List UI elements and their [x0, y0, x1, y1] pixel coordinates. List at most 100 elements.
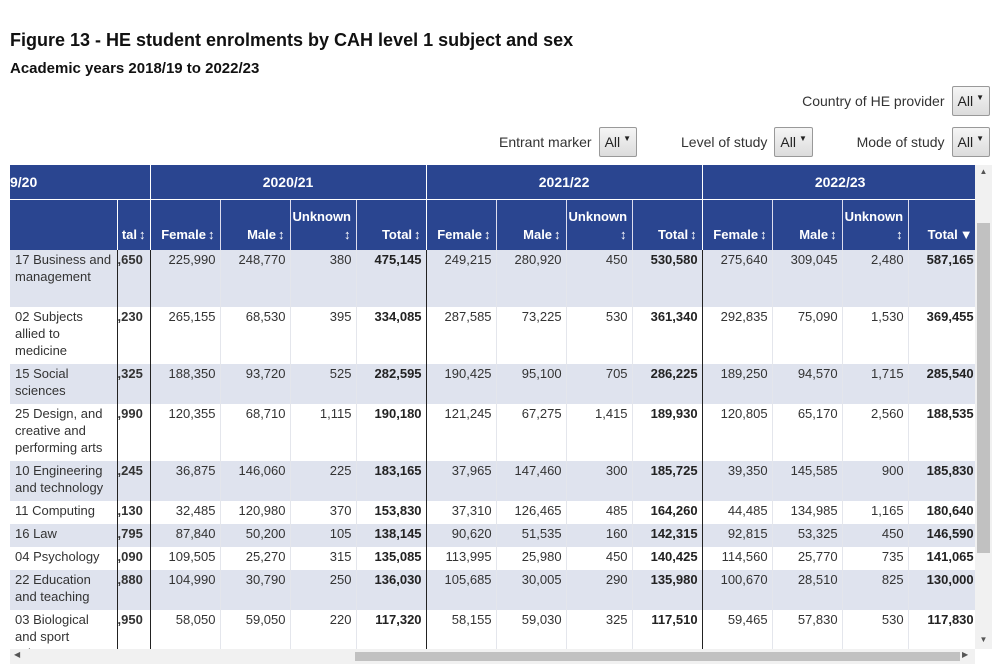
total-cell: 117,510	[632, 609, 703, 649]
sort-icon: ↕	[344, 226, 351, 242]
prev-total-cell: ,245	[117, 460, 151, 501]
unknown-cell: 300	[566, 460, 633, 501]
unknown-cell: 1,115	[290, 403, 357, 461]
subject-cell: 11 Computing	[10, 500, 118, 524]
male-cell: 134,985	[772, 500, 843, 524]
chevron-down-icon: ▼	[976, 92, 984, 102]
male-cell: 309,045	[772, 249, 843, 307]
male-cell: 25,270	[220, 546, 291, 570]
unknown-cell: 315	[290, 546, 357, 570]
unknown-cell: 1,530	[842, 306, 909, 364]
subject-column-header	[10, 199, 118, 250]
horizontal-scrollbar[interactable]: ◀ ▶	[10, 649, 975, 664]
female-cell: 120,355	[150, 403, 221, 461]
vertical-scroll-thumb[interactable]	[977, 223, 990, 553]
male-column-header[interactable]: Male ↕	[496, 199, 567, 250]
vertical-scrollbar[interactable]: ▲ ▼	[975, 165, 992, 649]
female-cell: 265,155	[150, 306, 221, 364]
female-column-header[interactable]: Female ↕	[150, 199, 221, 250]
table-row: 02 Subjects allied to medicine ,230 265,15…	[10, 306, 975, 364]
level-filter-label: Level of study	[681, 134, 768, 150]
entrant-select-value: All	[604, 134, 621, 150]
unknown-column-label: Unknown	[292, 208, 352, 224]
entrant-select[interactable]: All ▼	[598, 127, 638, 157]
female-cell: 249,215	[426, 249, 497, 307]
mode-select[interactable]: All ▼	[951, 127, 990, 157]
female-cell: 114,560	[702, 546, 773, 570]
female-cell: 87,840	[150, 523, 221, 547]
male-cell: 94,570	[772, 363, 843, 404]
table-row: 11 Computing ,130 32,485 120,980 370 153,830 3…	[10, 500, 975, 524]
female-column-header[interactable]: Female ↕	[426, 199, 497, 250]
prev-total-cell: ,090	[117, 546, 151, 570]
male-cell: 73,225	[496, 306, 567, 364]
total-cell: 185,725	[632, 460, 703, 501]
scroll-down-icon[interactable]: ▼	[979, 635, 988, 644]
subject-cell: 25 Design, and creative and performing a…	[10, 403, 118, 461]
total-cell: 142,315	[632, 523, 703, 547]
male-cell: 59,050	[220, 609, 291, 649]
male-cell: 68,710	[220, 403, 291, 461]
total-cell: 282,595	[356, 363, 427, 404]
female-cell: 58,050	[150, 609, 221, 649]
female-column-label: Female	[437, 226, 483, 242]
unknown-cell: 2,480	[842, 249, 909, 307]
sort-icon: ↕	[620, 226, 627, 242]
unknown-cell: 1,415	[566, 403, 633, 461]
country-filter-label: Country of HE provider	[802, 93, 945, 109]
column-header-row: tal ↕ Female ↕ Male ↕ Unknown ↕ Total ↕ Female ↕ Mal…	[10, 199, 975, 250]
enrolments-table: 9/20 2020/21 2021/22 2022/23 tal ↕ Female ↕…	[10, 165, 975, 649]
unknown-cell: 105	[290, 523, 357, 547]
female-column-header[interactable]: Female ↕	[702, 199, 773, 250]
total-cell: 146,590	[908, 523, 975, 547]
unknown-column-header[interactable]: Unknown ↕	[842, 199, 909, 250]
country-select-value: All	[957, 93, 974, 109]
total-column-label: Total	[927, 226, 958, 242]
table-row: 22 Education and teaching ,880 104,990 30,7…	[10, 569, 975, 610]
total-cell: 138,145	[356, 523, 427, 547]
total-cell: 475,145	[356, 249, 427, 307]
female-cell: 287,585	[426, 306, 497, 364]
male-column-header[interactable]: Male ↕	[772, 199, 843, 250]
scroll-left-icon[interactable]: ◀	[14, 650, 21, 659]
sort-icon: ↕	[139, 226, 146, 242]
female-cell: 120,805	[702, 403, 773, 461]
unknown-column-header[interactable]: Unknown ↕	[566, 199, 633, 250]
total-column-header[interactable]: Total ↕	[632, 199, 703, 250]
male-cell: 30,005	[496, 569, 567, 610]
male-cell: 50,200	[220, 523, 291, 547]
male-cell: 95,100	[496, 363, 567, 404]
scroll-up-icon[interactable]: ▲	[979, 167, 988, 176]
female-column-label: Female	[161, 226, 206, 242]
unknown-cell: 450	[842, 523, 909, 547]
table-row: 16 Law ,795 87,840 50,200 105 138,145 90,620 51…	[10, 523, 975, 547]
unknown-cell: 900	[842, 460, 909, 501]
unknown-column-header[interactable]: Unknown ↕	[290, 199, 357, 250]
total-column-header[interactable]: Total ▼	[908, 199, 975, 250]
scroll-right-icon[interactable]: ▶	[962, 650, 969, 659]
level-select[interactable]: All ▼	[774, 127, 813, 157]
male-column-header[interactable]: Male ↕	[220, 199, 291, 250]
female-cell: 292,835	[702, 306, 773, 364]
unknown-cell: 1,715	[842, 363, 909, 404]
male-cell: 30,790	[220, 569, 291, 610]
table-body: 17 Business and management ,650 225,990 248…	[10, 249, 975, 649]
male-column-label: Male	[799, 226, 829, 242]
horizontal-scroll-thumb[interactable]	[355, 652, 960, 661]
male-cell: 145,585	[772, 460, 843, 501]
country-select[interactable]: All ▼	[951, 86, 990, 116]
level-filter: Level of study All ▼	[681, 127, 813, 157]
prev-total-column-header[interactable]: tal ↕	[117, 199, 151, 250]
chevron-down-icon: ▼	[976, 133, 984, 143]
total-cell: 285,540	[908, 363, 975, 404]
male-cell: 25,770	[772, 546, 843, 570]
table-row: 17 Business and management ,650 225,990 248…	[10, 249, 975, 307]
sort-icon: ↕	[690, 226, 697, 242]
subject-cell: 03 Biological and sport sciences	[10, 609, 118, 649]
unknown-cell: 525	[290, 363, 357, 404]
total-column-header[interactable]: Total ↕	[356, 199, 427, 250]
sort-icon: ↕	[830, 226, 837, 242]
country-filter: Country of HE provider All ▼	[802, 86, 990, 116]
prev-total-cell: ,880	[117, 569, 151, 610]
total-cell: 286,225	[632, 363, 703, 404]
